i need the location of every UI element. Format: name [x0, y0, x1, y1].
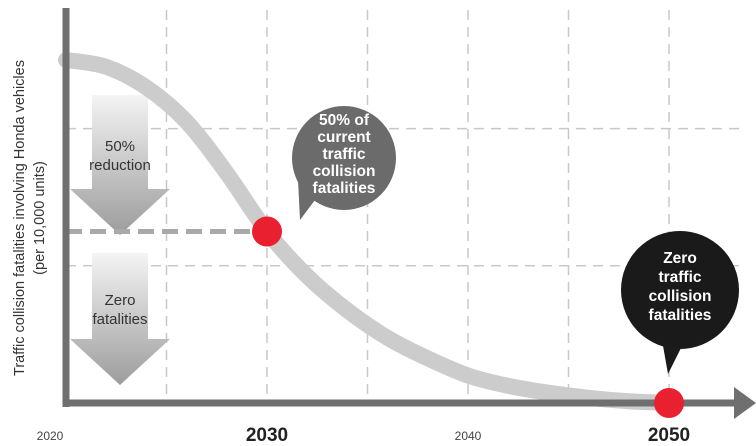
axes	[62, 8, 756, 419]
callout-bubble	[621, 231, 739, 349]
callout-text: fatalities	[649, 307, 712, 324]
y-axis-label-line-1: Traffic collision fatalities involving H…	[12, 60, 28, 376]
callout-text: traffic	[658, 269, 701, 286]
down-arrow-label: reduction	[89, 157, 151, 174]
x-tick-labels: 2020 2030 2040 2050	[37, 425, 690, 446]
down-arrow-label: 50%	[105, 138, 135, 155]
x-tick-label: 2020	[37, 429, 64, 443]
callout-text: Zero	[663, 250, 697, 267]
callout-tail	[298, 180, 318, 220]
x-tick-label: 2050	[648, 425, 690, 446]
callout-text: current	[317, 129, 370, 146]
down-arrow-label: Zero	[105, 292, 136, 309]
down-arrow-label: fatalities	[92, 311, 147, 328]
down-arrow-1	[70, 95, 170, 235]
series-line	[58, 52, 677, 411]
x-axis-arrowhead	[734, 387, 756, 419]
y-axis-label: Traffic collision fatalities involving H…	[12, 60, 48, 376]
callout-text: fatalities	[313, 180, 376, 197]
callout-2: Zero traffic collision fatalities	[621, 231, 739, 374]
down-arrow-2	[70, 253, 170, 385]
callouts: 50% ofcurrenttrafficcollisionfatalitiesZ…	[292, 106, 739, 374]
callout-text: 50% of	[319, 112, 370, 129]
data-marker-2	[654, 388, 684, 418]
callout-text: collision	[313, 163, 376, 180]
x-tick-label: 2030	[246, 425, 288, 446]
callout-text: traffic	[322, 146, 365, 163]
x-tick-label: 2040	[455, 429, 482, 443]
data-marker-1	[252, 216, 282, 247]
y-axis-label-line-2: (per 10,000 units)	[32, 161, 48, 275]
data-markers	[252, 216, 684, 418]
callout-bubble	[292, 106, 396, 210]
callout-text: collision	[649, 288, 712, 305]
reduction-arrows: 50% reduction Zero fatalities	[70, 95, 170, 385]
